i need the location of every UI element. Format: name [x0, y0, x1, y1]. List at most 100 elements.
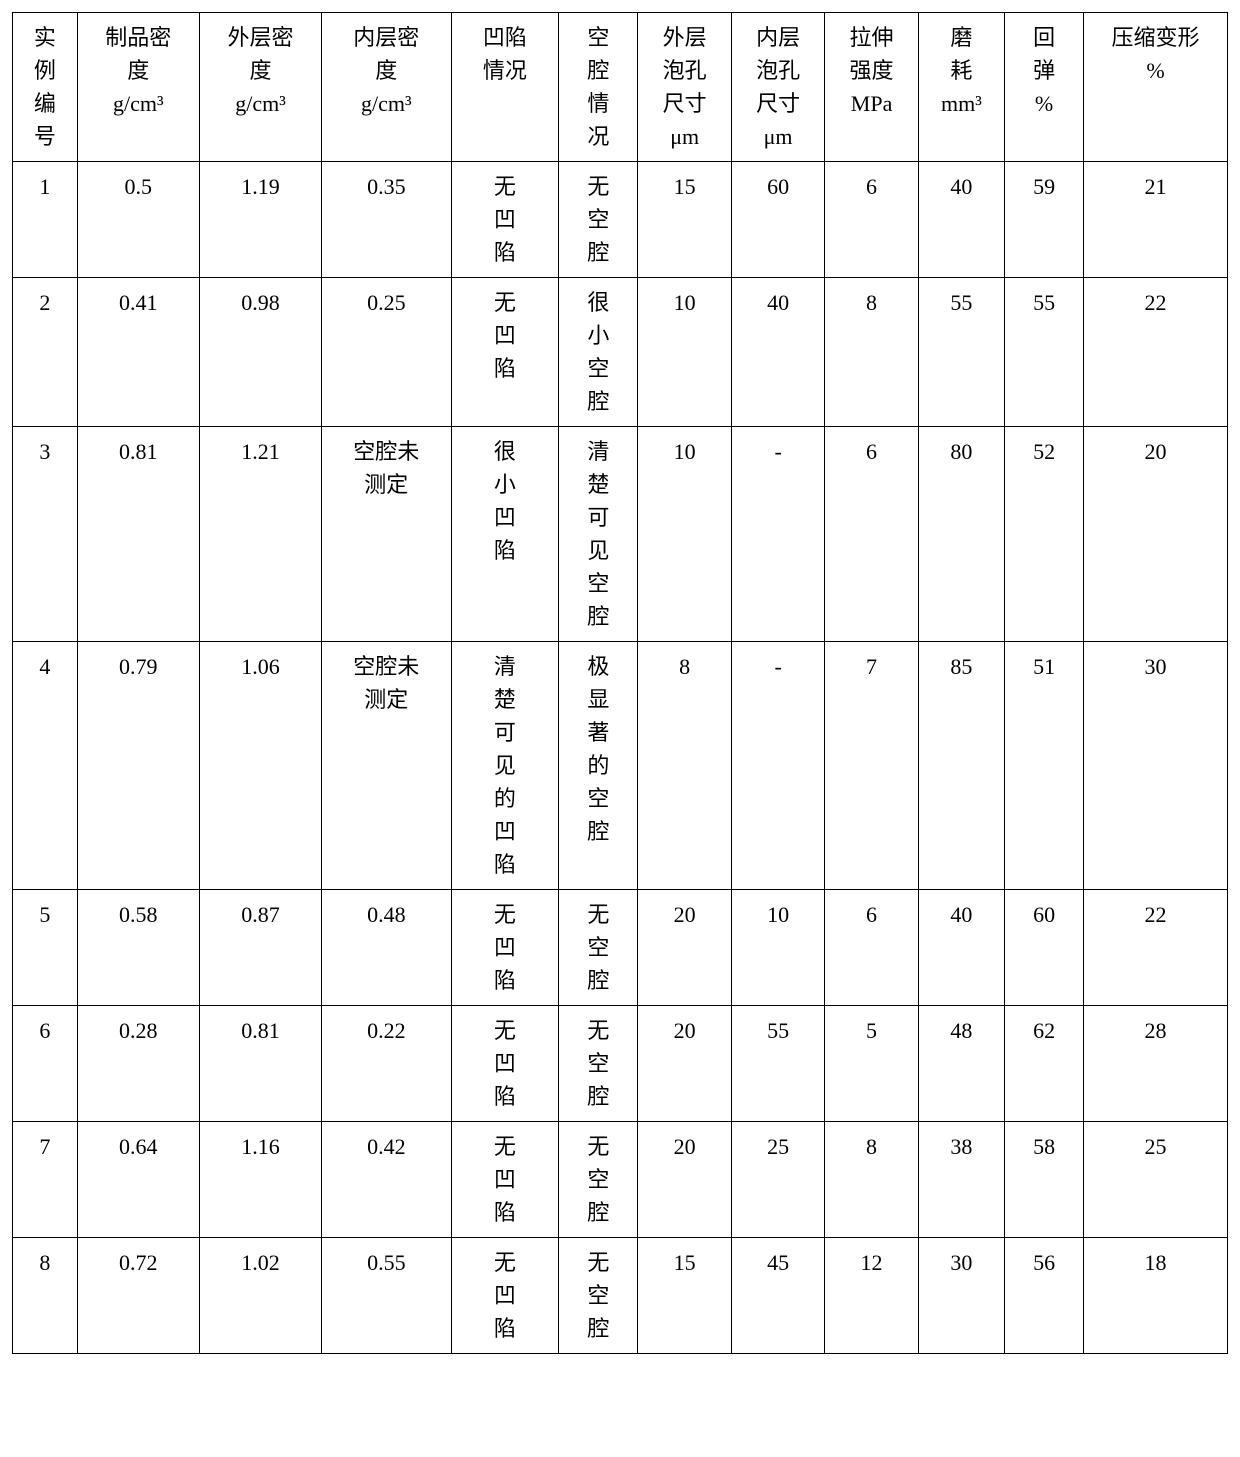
- cell-cavity: 很小空腔: [559, 278, 638, 427]
- col-tensile: 拉伸强度MPa: [825, 13, 918, 162]
- cell-comp: 21: [1084, 162, 1228, 278]
- cell-outer_cell: 10: [638, 427, 731, 642]
- cell-tensile: 6: [825, 162, 918, 278]
- cell-rebound: 55: [1005, 278, 1084, 427]
- col-cavity: 空腔情况: [559, 13, 638, 162]
- cell-inner_dens: 0.42: [322, 1122, 451, 1238]
- cell-rebound: 59: [1005, 162, 1084, 278]
- cell-dent: 无凹陷: [451, 1006, 559, 1122]
- cell-inner_dens: 空腔未测定: [322, 427, 451, 642]
- col-comp: 压缩变形%: [1084, 13, 1228, 162]
- cell-id: 4: [13, 642, 78, 890]
- cell-dent: 清楚可见的凹陷: [451, 642, 559, 890]
- cell-comp: 22: [1084, 278, 1228, 427]
- cell-inner_dens: 0.22: [322, 1006, 451, 1122]
- cell-inner_cell: 10: [731, 890, 824, 1006]
- cell-outer_cell: 20: [638, 1122, 731, 1238]
- cell-comp: 30: [1084, 642, 1228, 890]
- cell-wear: 85: [918, 642, 1004, 890]
- cell-dent: 无凹陷: [451, 1122, 559, 1238]
- cell-wear: 38: [918, 1122, 1004, 1238]
- cell-prod_dens: 0.79: [77, 642, 199, 890]
- cell-tensile: 8: [825, 1122, 918, 1238]
- cell-prod_dens: 0.41: [77, 278, 199, 427]
- cell-inner_dens: 0.48: [322, 890, 451, 1006]
- cell-cavity: 无空腔: [559, 1238, 638, 1354]
- cell-comp: 20: [1084, 427, 1228, 642]
- cell-comp: 18: [1084, 1238, 1228, 1354]
- cell-wear: 80: [918, 427, 1004, 642]
- cell-cavity: 清楚可见空腔: [559, 427, 638, 642]
- cell-outer_dens: 0.81: [199, 1006, 321, 1122]
- cell-outer_dens: 0.98: [199, 278, 321, 427]
- cell-tensile: 5: [825, 1006, 918, 1122]
- cell-inner_cell: -: [731, 427, 824, 642]
- cell-rebound: 56: [1005, 1238, 1084, 1354]
- cell-outer_cell: 8: [638, 642, 731, 890]
- cell-id: 6: [13, 1006, 78, 1122]
- cell-inner_cell: 60: [731, 162, 824, 278]
- cell-id: 7: [13, 1122, 78, 1238]
- cell-cavity: 极显著的空腔: [559, 642, 638, 890]
- cell-prod_dens: 0.28: [77, 1006, 199, 1122]
- cell-prod_dens: 0.64: [77, 1122, 199, 1238]
- col-wear: 磨耗mm³: [918, 13, 1004, 162]
- cell-inner_dens: 0.55: [322, 1238, 451, 1354]
- cell-tensile: 6: [825, 427, 918, 642]
- table-body: 10.51.190.35无凹陷无空腔1560640592120.410.980.…: [13, 162, 1228, 1354]
- cell-dent: 很小凹陷: [451, 427, 559, 642]
- cell-outer_dens: 1.16: [199, 1122, 321, 1238]
- col-outer_dens: 外层密度g/cm³: [199, 13, 321, 162]
- cell-comp: 25: [1084, 1122, 1228, 1238]
- cell-cavity: 无空腔: [559, 890, 638, 1006]
- table-row: 70.641.160.42无凹陷无空腔20258385825: [13, 1122, 1228, 1238]
- cell-prod_dens: 0.81: [77, 427, 199, 642]
- cell-tensile: 6: [825, 890, 918, 1006]
- cell-wear: 40: [918, 890, 1004, 1006]
- cell-prod_dens: 0.58: [77, 890, 199, 1006]
- cell-rebound: 52: [1005, 427, 1084, 642]
- table-row: 30.811.21空腔未测定很小凹陷清楚可见空腔10-6805220: [13, 427, 1228, 642]
- cell-outer_dens: 1.21: [199, 427, 321, 642]
- cell-wear: 55: [918, 278, 1004, 427]
- cell-prod_dens: 0.5: [77, 162, 199, 278]
- cell-outer_dens: 1.19: [199, 162, 321, 278]
- cell-tensile: 12: [825, 1238, 918, 1354]
- cell-id: 1: [13, 162, 78, 278]
- col-outer_cell: 外层泡孔尺寸μm: [638, 13, 731, 162]
- cell-comp: 28: [1084, 1006, 1228, 1122]
- col-inner_dens: 内层密度g/cm³: [322, 13, 451, 162]
- cell-cavity: 无空腔: [559, 1006, 638, 1122]
- header-row: 实例编号制品密度g/cm³外层密度g/cm³内层密度g/cm³凹陷情况空腔情况外…: [13, 13, 1228, 162]
- cell-tensile: 8: [825, 278, 918, 427]
- cell-wear: 40: [918, 162, 1004, 278]
- table-row: 20.410.980.25无凹陷很小空腔10408555522: [13, 278, 1228, 427]
- cell-cavity: 无空腔: [559, 162, 638, 278]
- cell-outer_cell: 20: [638, 1006, 731, 1122]
- cell-wear: 48: [918, 1006, 1004, 1122]
- cell-inner_dens: 0.35: [322, 162, 451, 278]
- cell-comp: 22: [1084, 890, 1228, 1006]
- table-row: 50.580.870.48无凹陷无空腔20106406022: [13, 890, 1228, 1006]
- cell-id: 8: [13, 1238, 78, 1354]
- data-table: 实例编号制品密度g/cm³外层密度g/cm³内层密度g/cm³凹陷情况空腔情况外…: [12, 12, 1228, 1354]
- cell-rebound: 60: [1005, 890, 1084, 1006]
- cell-rebound: 51: [1005, 642, 1084, 890]
- table-row: 10.51.190.35无凹陷无空腔15606405921: [13, 162, 1228, 278]
- cell-id: 5: [13, 890, 78, 1006]
- cell-cavity: 无空腔: [559, 1122, 638, 1238]
- cell-dent: 无凹陷: [451, 890, 559, 1006]
- cell-outer_cell: 20: [638, 890, 731, 1006]
- table-header: 实例编号制品密度g/cm³外层密度g/cm³内层密度g/cm³凹陷情况空腔情况外…: [13, 13, 1228, 162]
- col-prod_dens: 制品密度g/cm³: [77, 13, 199, 162]
- cell-id: 2: [13, 278, 78, 427]
- col-id: 实例编号: [13, 13, 78, 162]
- cell-rebound: 62: [1005, 1006, 1084, 1122]
- cell-dent: 无凹陷: [451, 162, 559, 278]
- cell-prod_dens: 0.72: [77, 1238, 199, 1354]
- cell-dent: 无凹陷: [451, 278, 559, 427]
- cell-outer_cell: 15: [638, 1238, 731, 1354]
- table-row: 60.280.810.22无凹陷无空腔20555486228: [13, 1006, 1228, 1122]
- table-row: 80.721.020.55无凹陷无空腔154512305618: [13, 1238, 1228, 1354]
- cell-dent: 无凹陷: [451, 1238, 559, 1354]
